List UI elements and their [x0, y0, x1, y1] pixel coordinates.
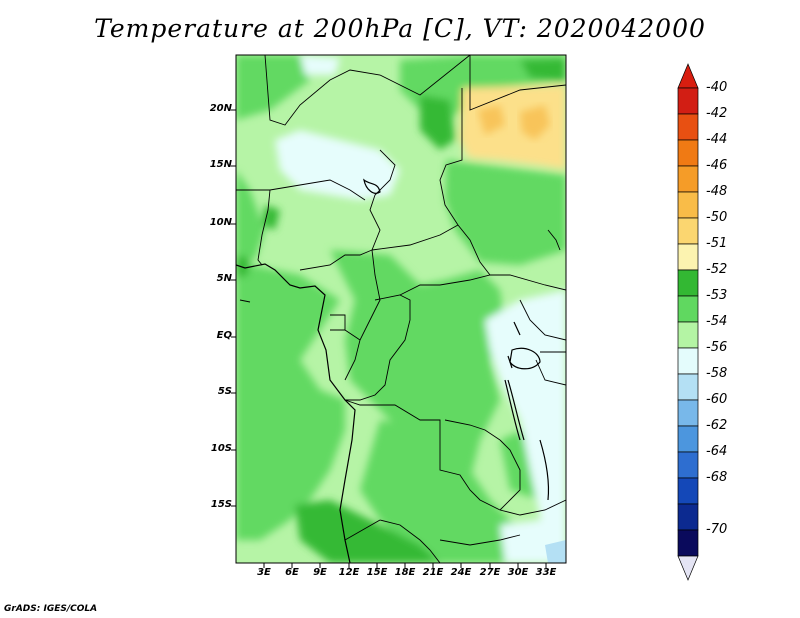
colorbar-label: -52 — [706, 262, 728, 277]
x-tick-label: 15E — [366, 567, 388, 578]
x-tick-label: 24E — [450, 567, 472, 578]
y-tick-label: 15S — [210, 499, 232, 510]
colorbar-label: -70 — [706, 522, 728, 537]
colorbar-swatch — [677, 191, 699, 219]
colorbar-label: -40 — [706, 80, 728, 95]
x-tick-label: 18E — [394, 567, 416, 578]
colorbar — [677, 63, 699, 581]
colorbar-label: -44 — [706, 132, 728, 147]
x-tick-label: 6E — [285, 567, 299, 578]
map-frame — [235, 54, 567, 564]
y-tick-label: 10N — [209, 217, 232, 228]
colorbar-label: -68 — [706, 470, 728, 485]
colorbar-swatch — [677, 321, 699, 349]
colorbar-swatch — [677, 217, 699, 245]
colorbar-label: -60 — [706, 392, 728, 407]
colorbar-swatch — [677, 165, 699, 193]
colorbar-label: -50 — [706, 210, 728, 225]
colorbar-label: -62 — [706, 418, 728, 433]
colorbar-swatch — [677, 295, 699, 323]
chart-title: Temperature at 200hPa [C], VT: 202004200… — [94, 14, 706, 43]
colorbar-swatch — [677, 503, 699, 531]
colorbar-label: -48 — [706, 184, 728, 199]
colorbar-swatch — [677, 347, 699, 375]
temperature-field — [236, 55, 566, 563]
x-tick-label: 3E — [257, 567, 271, 578]
colorbar-label: -53 — [706, 288, 728, 303]
colorbar-swatch — [677, 399, 699, 427]
colorbar-swatch — [677, 113, 699, 141]
colorbar-swatch — [677, 87, 699, 115]
colorbar-swatch — [677, 373, 699, 401]
colorbar-swatch — [677, 139, 699, 167]
x-tick-label: 30E — [507, 567, 529, 578]
colorbar-top-cap — [677, 63, 699, 89]
x-tick-label: 21E — [422, 567, 444, 578]
y-tick-label: EQ — [216, 330, 232, 341]
x-tick-label: 27E — [479, 567, 501, 578]
axis-ticks — [231, 109, 547, 568]
colorbar-swatch — [677, 529, 699, 557]
colorbar-label: -54 — [706, 314, 728, 329]
colorbar-swatch — [677, 477, 699, 505]
colorbar-bottom-cap — [677, 555, 699, 581]
x-tick-label: 12E — [338, 567, 360, 578]
colorbar-swatch — [677, 243, 699, 271]
credit-text: GrADS: IGES/COLA — [4, 604, 98, 614]
colorbar-label: -46 — [706, 158, 728, 173]
y-tick-label: 5N — [216, 273, 232, 284]
y-tick-label: 15N — [209, 159, 232, 170]
y-tick-label: 5S — [217, 386, 232, 397]
colorbar-label: -51 — [706, 236, 728, 251]
colorbar-swatch — [677, 269, 699, 297]
x-tick-label: 33E — [535, 567, 557, 578]
y-tick-label: 20N — [209, 103, 232, 114]
colorbar-swatch — [677, 451, 699, 479]
x-tick-label: 9E — [313, 567, 327, 578]
colorbar-label: -58 — [706, 366, 728, 381]
colorbar-swatch — [677, 425, 699, 453]
y-tick-label: 10S — [210, 443, 232, 454]
colorbar-label: -42 — [706, 106, 728, 121]
colorbar-label: -56 — [706, 340, 728, 355]
colorbar-label: -64 — [706, 444, 728, 459]
